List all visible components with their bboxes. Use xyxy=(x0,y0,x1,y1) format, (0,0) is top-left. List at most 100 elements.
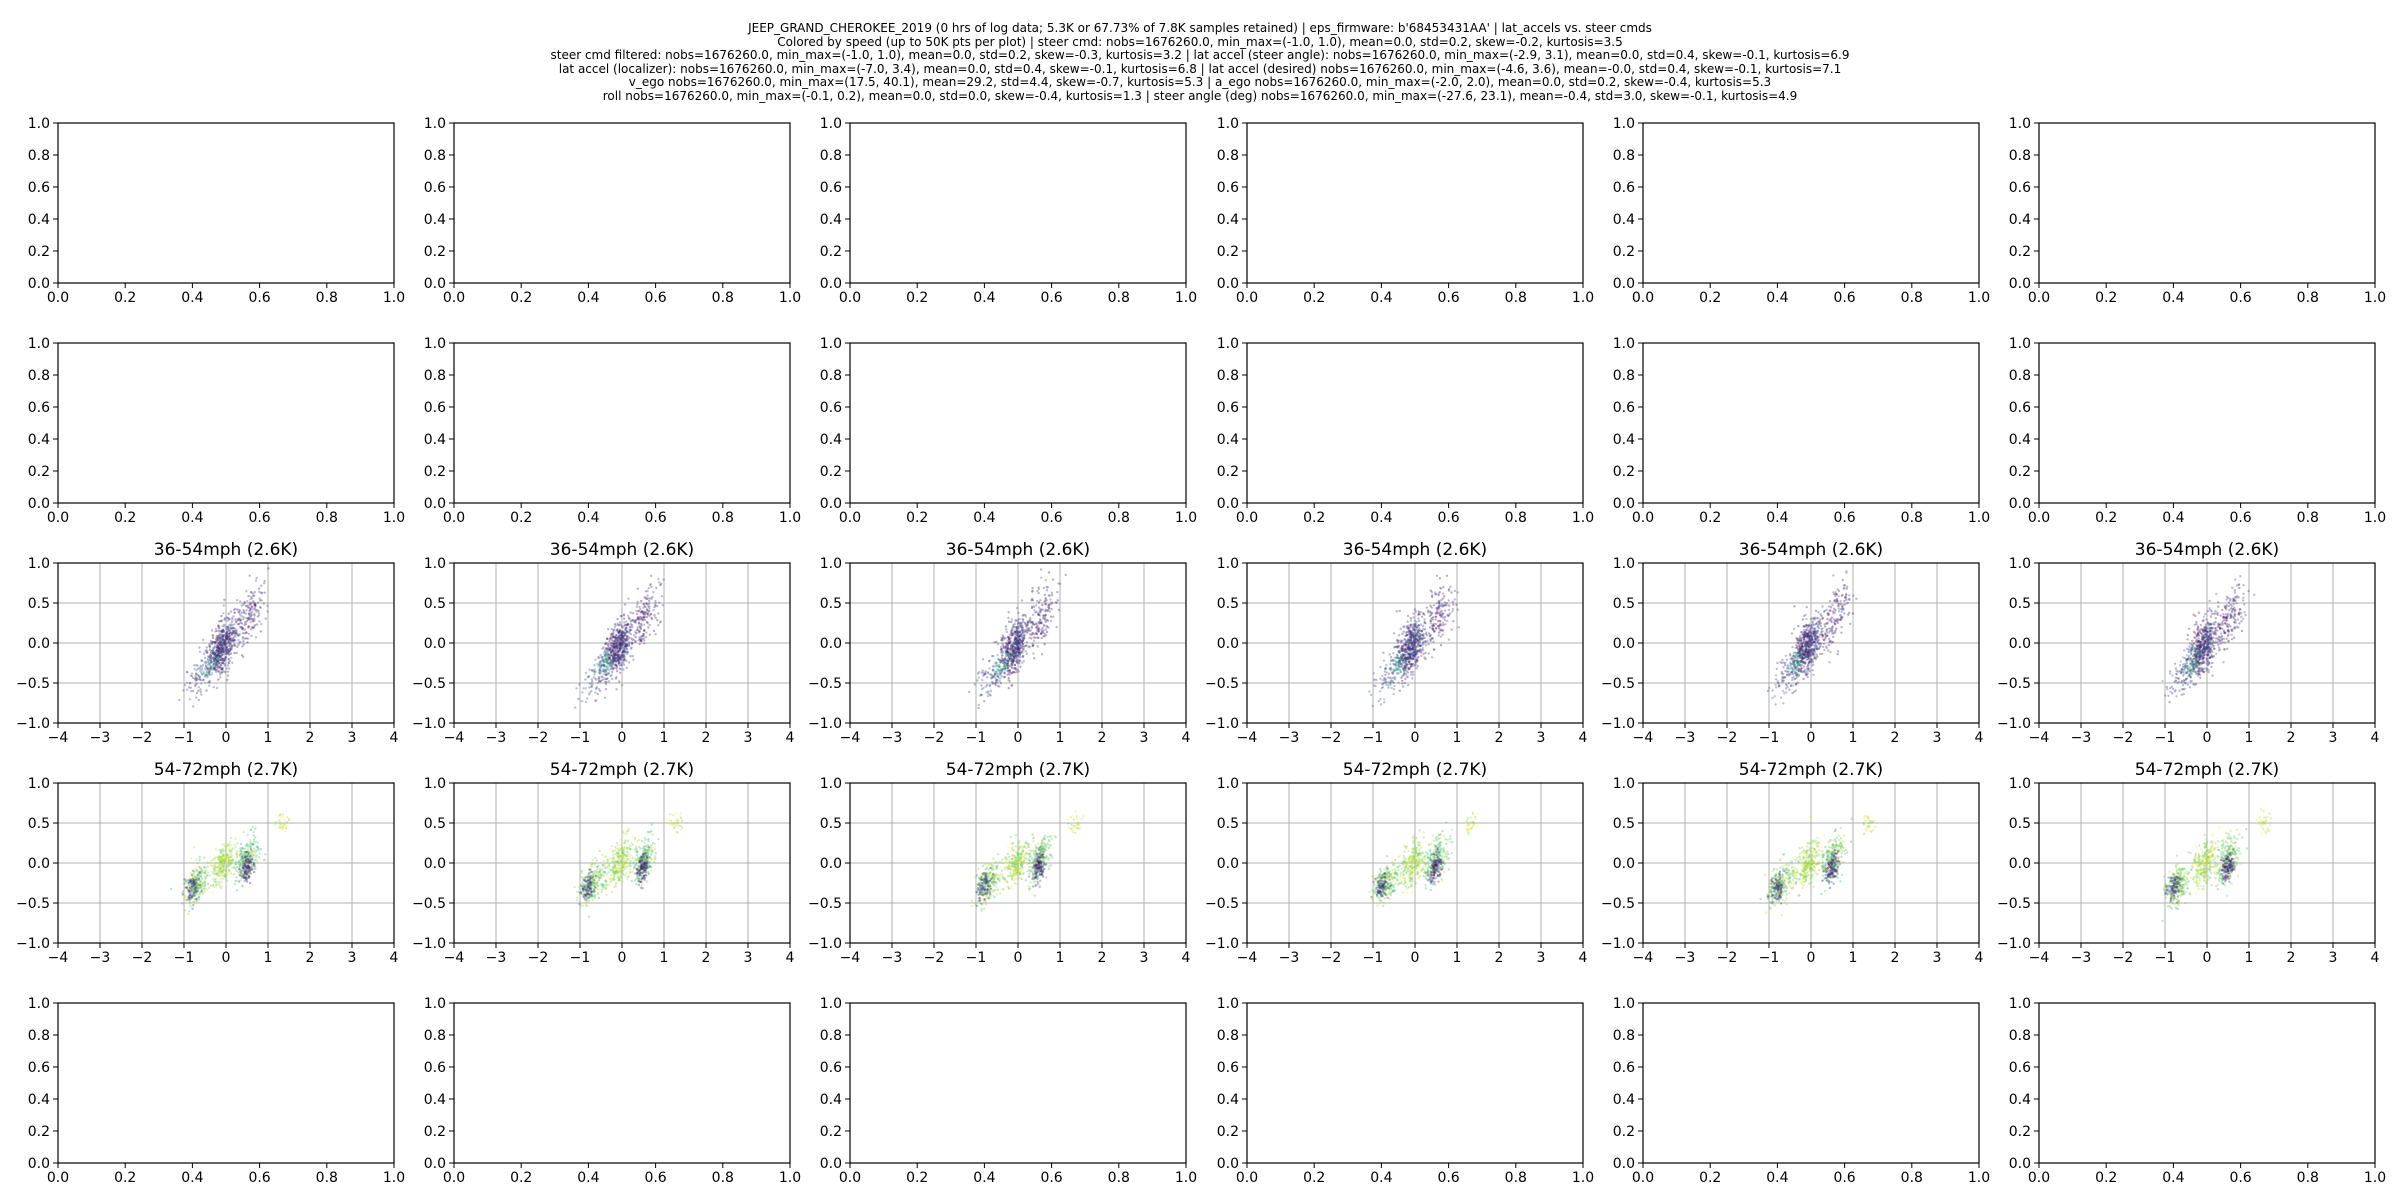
scatter-point xyxy=(1848,597,1851,601)
scatter-point xyxy=(1814,633,1817,637)
scatter-point xyxy=(210,660,213,663)
scatter-point xyxy=(1409,643,1413,646)
scatter-point xyxy=(221,653,224,656)
scatter-point xyxy=(229,642,232,646)
scatter-point xyxy=(240,615,243,618)
scatter-point xyxy=(1419,648,1422,651)
scatter-point xyxy=(2204,623,2207,626)
scatter-point xyxy=(239,626,243,629)
scatter-point xyxy=(593,664,596,667)
scatter-point xyxy=(219,620,222,623)
scatter-point xyxy=(205,646,208,649)
scatter-point xyxy=(213,658,217,661)
scatter-point xyxy=(1795,669,1798,672)
scatter-point xyxy=(217,646,220,650)
scatter-points xyxy=(967,568,1068,710)
scatter-point xyxy=(597,675,601,679)
scatter-point xyxy=(1801,633,1805,636)
y-tick-label: 0.4 xyxy=(820,212,842,228)
x-tick-label: 0.8 xyxy=(1901,290,1923,306)
scatter-point xyxy=(607,627,610,631)
scatter-point xyxy=(635,609,638,613)
scatter-point xyxy=(1015,637,1018,640)
scatter-point xyxy=(212,648,215,651)
scatter-point xyxy=(976,679,979,682)
scatter-point xyxy=(218,637,222,640)
scatter-point xyxy=(230,644,233,647)
suptitle-line-4: lat accel (localizer): nobs=1676260.0, m… xyxy=(558,61,1842,76)
y-tick-label: 0.2 xyxy=(2009,464,2031,480)
y-tick-label: 0.2 xyxy=(1613,244,1635,260)
scatter-point xyxy=(639,616,643,619)
scatter-point xyxy=(1432,615,1435,619)
scatter-point xyxy=(1785,658,1789,661)
y-tick-label: 0.0 xyxy=(1613,276,1635,292)
scatter-point xyxy=(213,653,217,656)
scatter-point xyxy=(1417,627,1421,630)
scatter-point xyxy=(606,677,609,680)
y-tick-label: 0.6 xyxy=(820,400,842,416)
x-tick-label: 0.6 xyxy=(2229,510,2251,526)
scatter-point xyxy=(586,697,589,700)
scatter-point xyxy=(219,636,222,639)
scatter-point xyxy=(1785,684,1788,687)
scatter-point xyxy=(1391,671,1394,674)
x-tick-label: 1.0 xyxy=(383,290,405,306)
scatter-point xyxy=(217,654,220,657)
scatter-point xyxy=(212,663,215,666)
scatter-point xyxy=(1422,636,1425,639)
scatter-point xyxy=(1390,658,1393,662)
scatter-point xyxy=(614,661,618,664)
scatter-point xyxy=(1824,622,1828,625)
scatter-point xyxy=(1016,606,1019,610)
scatter-point xyxy=(1403,654,1406,657)
scatter-point xyxy=(997,657,1000,661)
scatter-point xyxy=(208,673,211,676)
scatter-point xyxy=(617,634,621,637)
scatter-point xyxy=(239,618,243,621)
scatter-point xyxy=(1043,614,1047,618)
y-tick-label: 1.0 xyxy=(28,336,50,352)
scatter-point xyxy=(223,643,226,646)
scatter-point xyxy=(224,640,227,643)
scatter-point xyxy=(1396,644,1400,647)
scatter-point xyxy=(1044,628,1048,631)
scatter-point xyxy=(207,658,210,661)
scatter-point xyxy=(237,639,240,642)
scatter-subplot: −4 −3 −2 −1 0 1 2 3 4−1.0−0.50.00.51.036-54mph (… xyxy=(16,540,399,746)
scatter-point xyxy=(220,671,223,675)
scatter-point xyxy=(254,602,257,605)
scatter-point xyxy=(1414,610,1418,613)
scatter-point xyxy=(1384,673,1387,677)
scatter-point xyxy=(1379,690,1382,693)
scatter-point xyxy=(630,624,634,627)
scatter-point xyxy=(1416,664,1420,668)
scatter-point xyxy=(1438,577,1442,580)
scatter-point xyxy=(249,612,252,615)
scatter-point xyxy=(219,671,222,674)
scatter-point xyxy=(628,640,631,644)
scatter-point xyxy=(221,625,224,628)
scatter-point xyxy=(224,638,228,641)
scatter-point xyxy=(231,618,234,621)
scatter-point xyxy=(183,683,187,687)
scatter-point xyxy=(245,637,248,640)
y-tick-label: 0.6 xyxy=(424,400,446,416)
y-tick-label: 1.0 xyxy=(2009,116,2031,132)
axes-frame xyxy=(453,342,791,504)
scatter-point xyxy=(219,673,222,676)
scatter-point xyxy=(204,660,207,663)
scatter-point xyxy=(241,628,244,631)
scatter-point xyxy=(584,700,588,704)
scatter-point xyxy=(227,640,230,644)
scatter-point xyxy=(218,637,221,640)
scatter-point xyxy=(1032,613,1035,616)
scatter-point xyxy=(1795,653,1798,657)
scatter-point xyxy=(1369,693,1373,697)
scatter-point xyxy=(220,647,223,650)
scatter-point xyxy=(1435,602,1439,605)
scatter-point xyxy=(226,630,229,633)
scatter-point xyxy=(1414,637,1418,641)
scatter-point xyxy=(252,592,255,595)
scatter-point xyxy=(1022,630,1025,633)
